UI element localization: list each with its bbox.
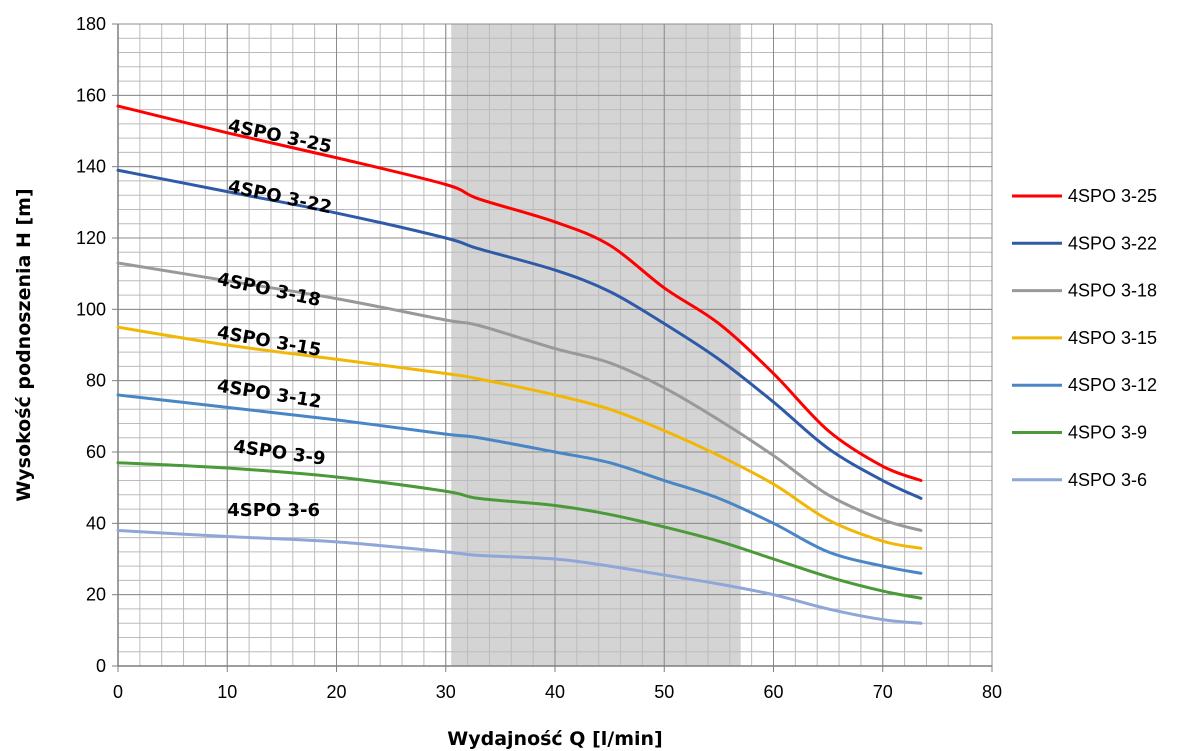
x-tick-label: 70: [873, 682, 893, 702]
series-line-4spo-3-18: [116, 261, 923, 532]
y-tick-label: 80: [86, 371, 106, 391]
curve-label-4spo-3-25: 4SPO 3-25: [226, 115, 333, 157]
legend: 4SPO 3-25 4SPO 3-22 4SPO 3-18 4SPO 3-15 4SPO…: [1012, 186, 1157, 490]
legend-item-4spo-3-15: 4SPO 3-15: [1012, 328, 1157, 348]
series-line-4spo-3-25: [116, 104, 923, 483]
curve-label-4spo-3-6: 4SPO 3-6: [227, 500, 320, 521]
legend-label: 4SPO 3-9: [1068, 423, 1147, 443]
operating-range-shading: [451, 24, 741, 666]
x-tick-label: 80: [982, 682, 1002, 702]
y-tick-label: 40: [86, 513, 106, 533]
series-line-4spo-3-15: [116, 325, 923, 550]
y-tick-label: 160: [76, 85, 106, 105]
x-tick-label: 60: [763, 682, 783, 702]
legend-item-4spo-3-9: 4SPO 3-9: [1012, 423, 1147, 443]
curve-label-4spo-3-18: 4SPO 3-18: [215, 269, 322, 311]
legend-label: 4SPO 3-15: [1068, 328, 1157, 348]
x-tick-label: 10: [217, 682, 237, 702]
y-tick-label: 0: [96, 656, 106, 676]
y-tick-label: 60: [86, 442, 106, 462]
series-line-4spo-3-12: [116, 393, 923, 575]
legend-label: 4SPO 3-6: [1068, 470, 1147, 490]
legend-label: 4SPO 3-25: [1068, 186, 1157, 206]
shaded-region: [451, 24, 741, 666]
x-tick-label: 30: [436, 682, 456, 702]
x-axis-title: Wydajność Q [l/min]: [447, 728, 662, 750]
legend-label: 4SPO 3-12: [1068, 375, 1157, 395]
legend-item-4spo-3-12: 4SPO 3-12: [1012, 375, 1157, 395]
curve-label-4spo-3-22: 4SPO 3-22: [226, 176, 333, 218]
legend-item-4spo-3-25: 4SPO 3-25: [1012, 186, 1157, 206]
series-lines: [116, 104, 923, 625]
x-tick-label: 20: [326, 682, 346, 702]
series-line-4spo-3-22: [116, 168, 923, 500]
legend-label: 4SPO 3-22: [1068, 233, 1157, 253]
curve-label-4spo-3-15: 4SPO 3-15: [215, 322, 322, 361]
x-tick-label: 50: [654, 682, 674, 702]
series-line-4spo-3-6: [116, 528, 923, 625]
x-tick-label: 0: [113, 682, 123, 702]
y-tick-label: 120: [76, 228, 106, 248]
curve-labels: 4SPO 3-25 4SPO 3-22 4SPO 3-18 4SPO 3-15 4SPO…: [215, 115, 333, 521]
series-line-4spo-3-9: [116, 461, 923, 600]
axes: [112, 23, 993, 672]
y-tick-label: 180: [76, 14, 106, 34]
x-tick-label: 40: [545, 682, 565, 702]
legend-label: 4SPO 3-18: [1068, 281, 1157, 301]
y-tick-labels: 0 20 40 60 80 100 120 140 160 180: [76, 14, 106, 676]
y-axis-title: Wysokość podnoszenia H [m]: [13, 188, 35, 501]
legend-item-4spo-3-18: 4SPO 3-18: [1012, 281, 1157, 301]
y-tick-label: 140: [76, 157, 106, 177]
y-tick-label: 100: [76, 299, 106, 319]
legend-item-4spo-3-22: 4SPO 3-22: [1012, 233, 1157, 253]
legend-item-4spo-3-6: 4SPO 3-6: [1012, 470, 1147, 490]
x-tick-labels: 0 10 20 30 40 50 60 70 80: [113, 682, 1002, 702]
y-tick-label: 20: [86, 585, 106, 605]
curve-label-4spo-3-9: 4SPO 3-9: [232, 436, 327, 470]
